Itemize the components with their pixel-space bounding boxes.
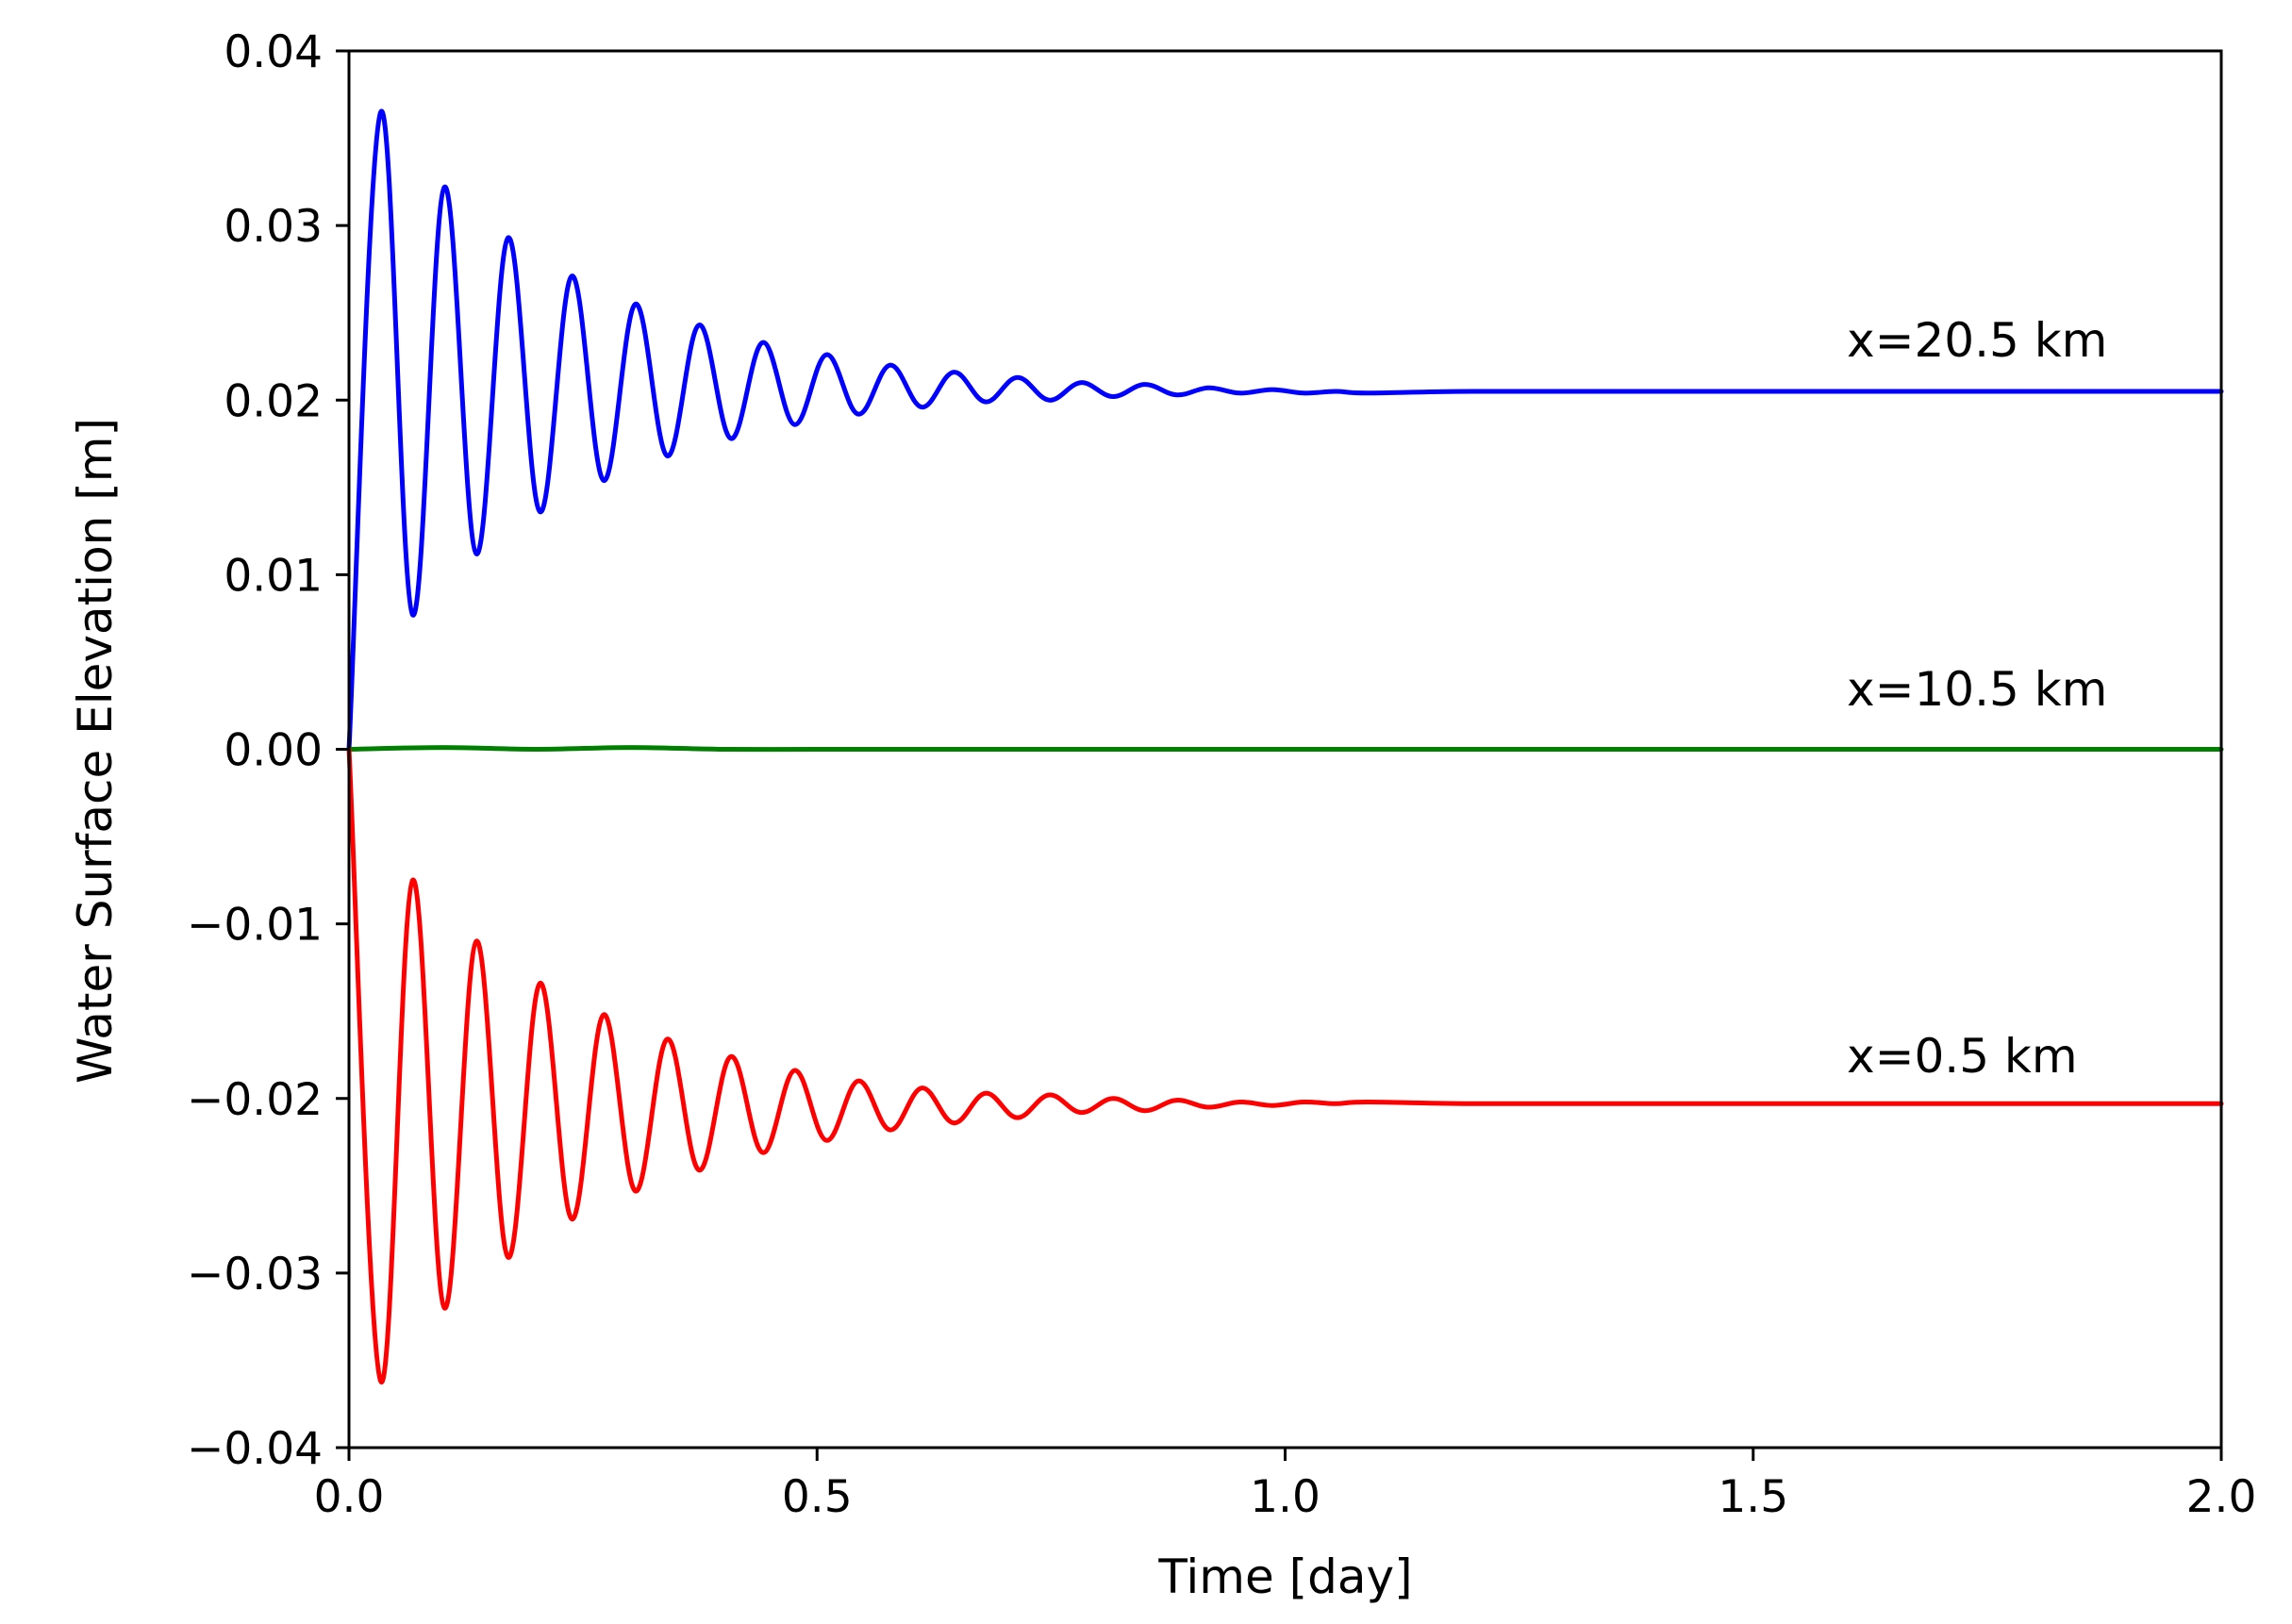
x-tick-label: 0.5 [782, 1471, 853, 1523]
y-tick-label: 0.01 [224, 550, 323, 602]
plot-area [346, 49, 2224, 1450]
y-tick-label: −0.02 [187, 1074, 323, 1126]
y-tick-label: 0.04 [224, 26, 323, 78]
y-tick-label: 0.02 [224, 375, 323, 427]
y-tick-label: 0.03 [224, 201, 323, 253]
x-axis-label: Time [day] [1157, 1549, 1412, 1604]
x-tick-label: 0.0 [314, 1471, 385, 1523]
series-annotation: x=10.5 km [1847, 662, 2107, 717]
series-line-1 [346, 745, 2224, 753]
series-line-2 [346, 747, 2224, 1384]
y-axis-ticks: 0.04 0.03 0.02 0.01 0.00 −0.01 −0.02 −0.03 −0.04 [187, 26, 349, 1475]
x-tick-label: 1.5 [1718, 1471, 1788, 1523]
x-axis-ticks: 0.0 0.5 1.0 1.5 2.0 [314, 1448, 2257, 1523]
y-tick-label: −0.01 [187, 900, 323, 952]
x-tick-label: 2.0 [2186, 1471, 2257, 1523]
y-tick-label: −0.03 [187, 1249, 323, 1301]
y-tick-label: −0.04 [187, 1423, 323, 1475]
x-tick-label: 1.0 [1250, 1471, 1320, 1523]
y-tick-label: 0.00 [224, 725, 323, 777]
series-annotation: x=0.5 km [1847, 1029, 2078, 1084]
series-layer [346, 108, 2224, 1384]
series-line-0 [346, 108, 2224, 752]
y-axis-label: Water Surface Elevation [m] [68, 418, 123, 1084]
annotations: x=20.5 km x=10.5 km x=0.5 km [1847, 313, 2107, 1084]
series-annotation: x=20.5 km [1847, 313, 2107, 368]
